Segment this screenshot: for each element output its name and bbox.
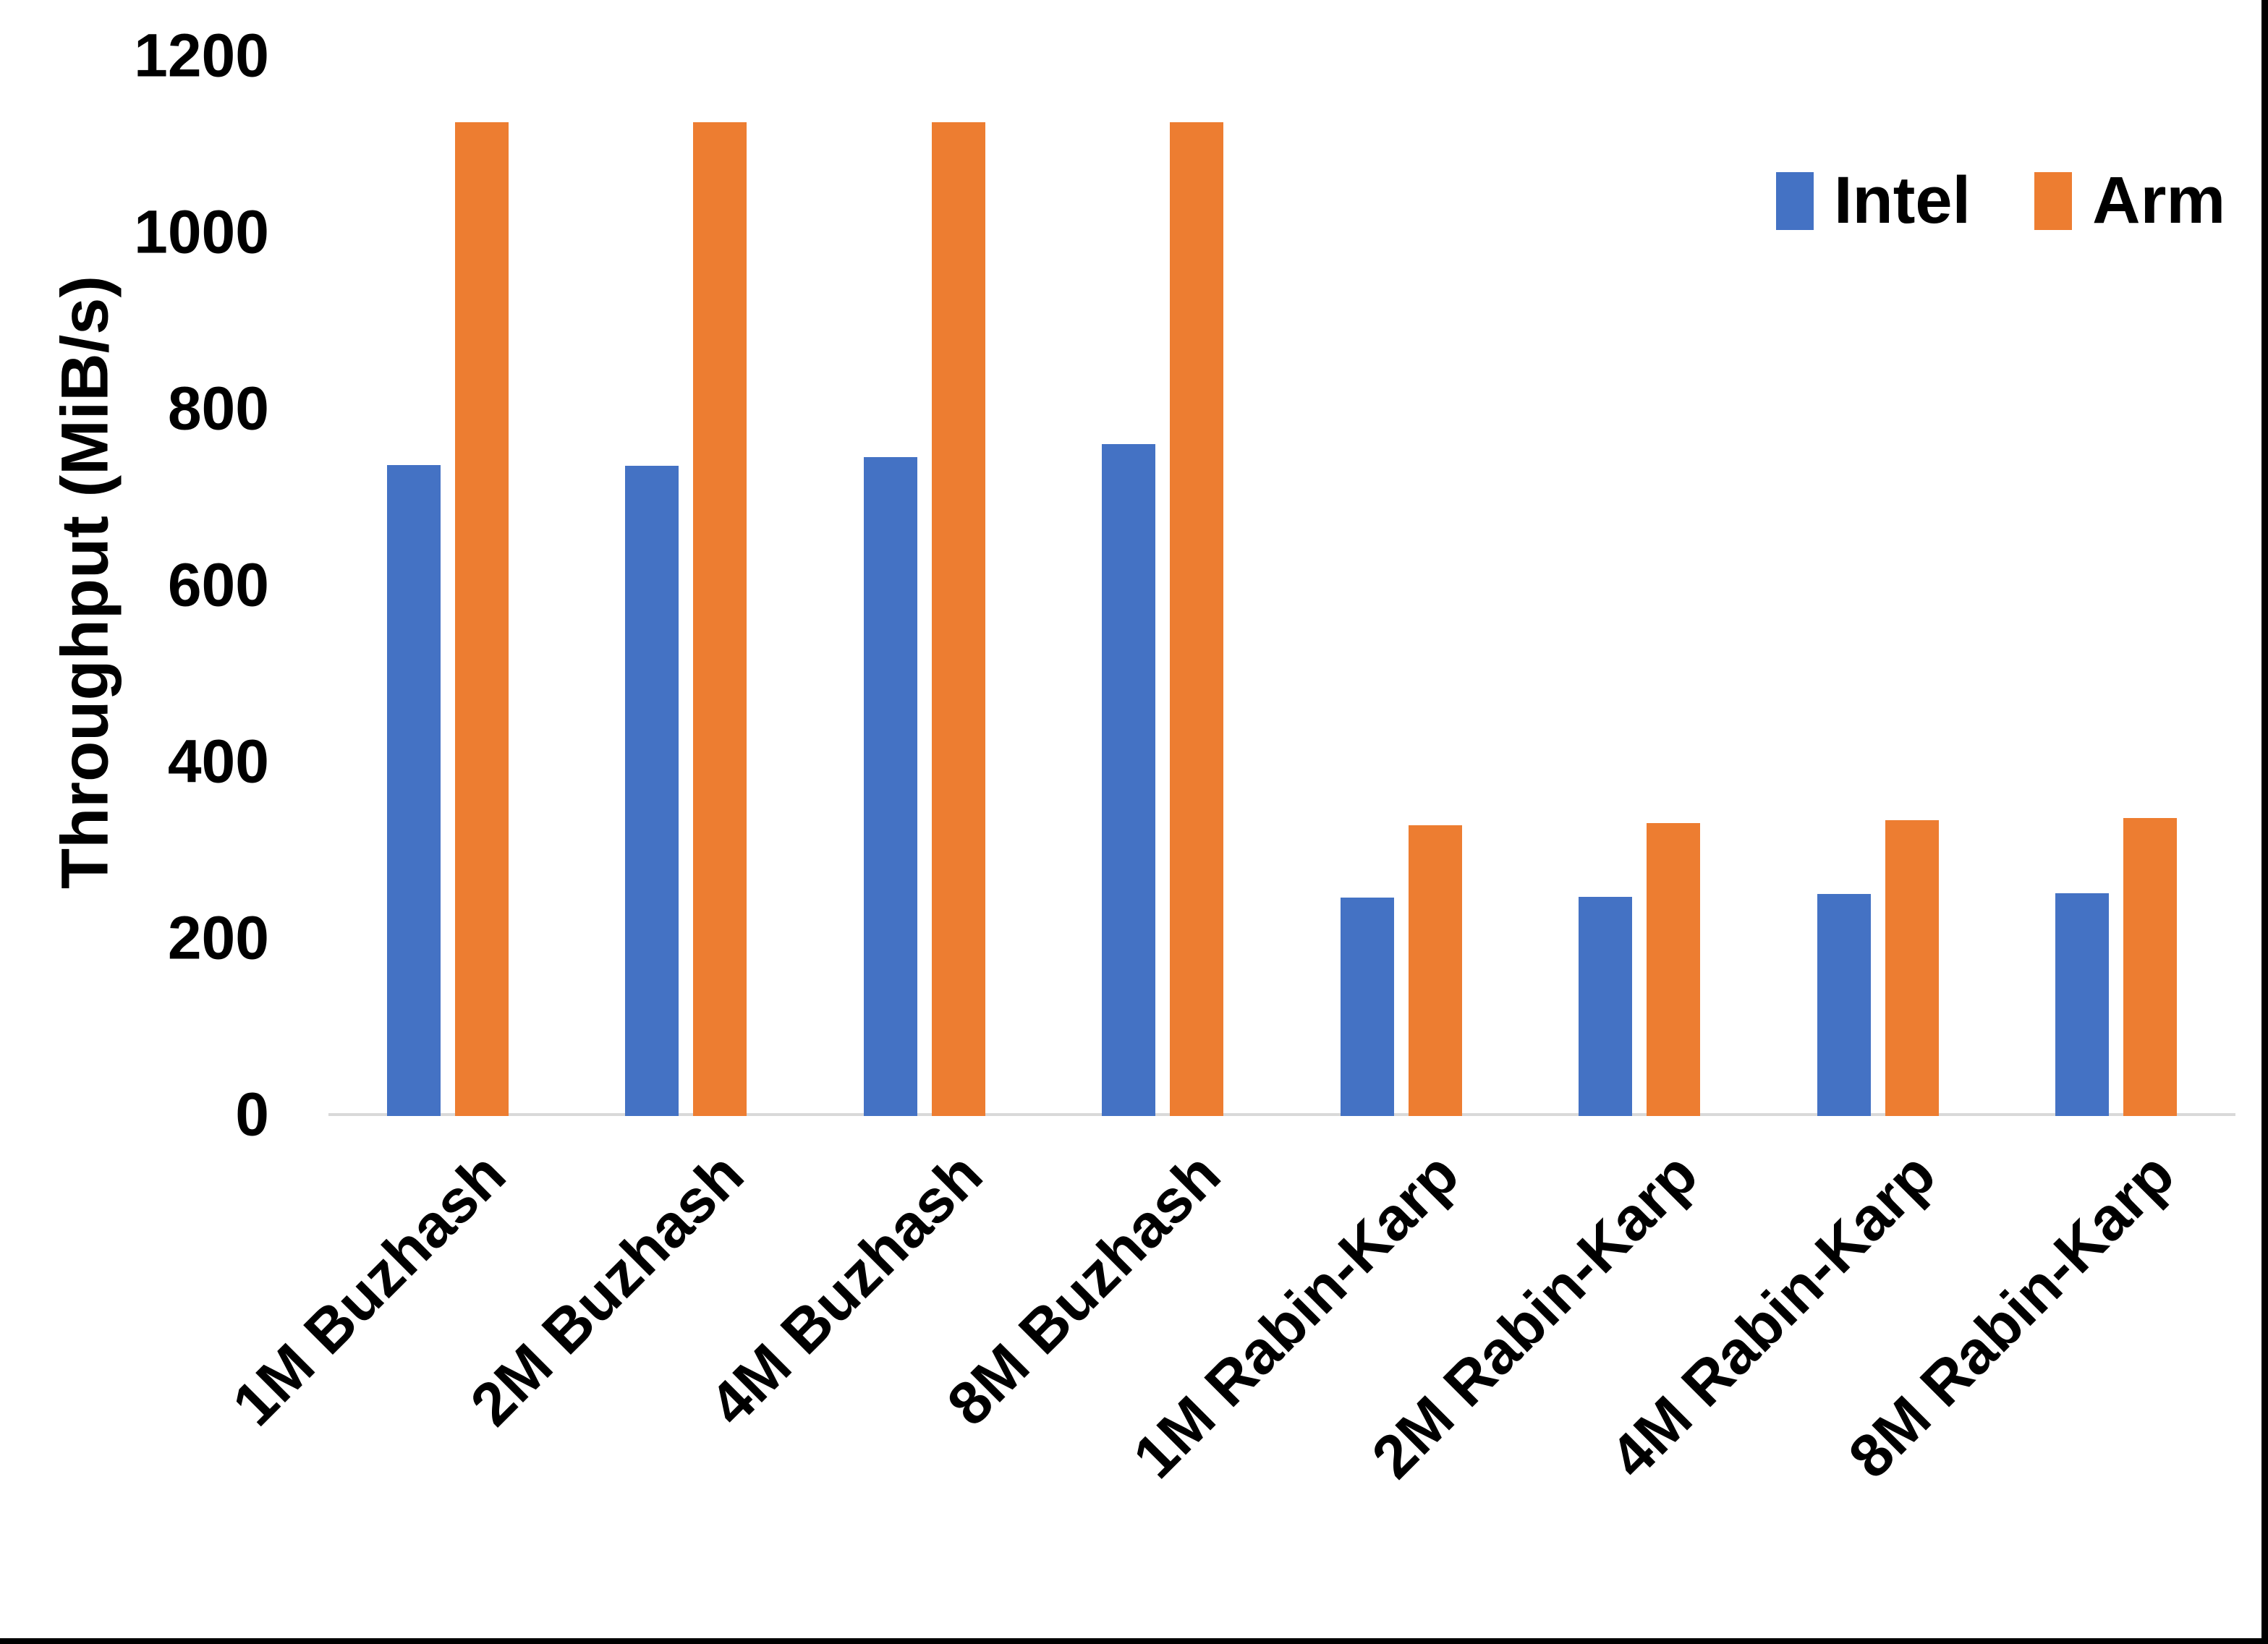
bar-arm-3: [931, 122, 985, 1116]
x-axis-line: [328, 1113, 2235, 1116]
bar-intel-3: [863, 457, 917, 1116]
legend-item-label: Intel: [1834, 163, 1971, 237]
y-axis-tick-label: 800: [167, 374, 269, 443]
bar-arm-5: [1408, 825, 1462, 1116]
legend-swatch-icon: [1776, 171, 1814, 230]
bar-arm-2: [693, 122, 747, 1116]
bar-arm-1: [454, 122, 509, 1116]
bar-arm-7: [1885, 819, 1939, 1116]
y-axis-tick-label: 0: [235, 1080, 269, 1149]
legend-item-intel: Intel: [1776, 163, 1971, 239]
bar-intel-5: [1340, 897, 1394, 1116]
legend-item-arm: Arm: [2034, 163, 2225, 239]
y-axis-tick-label: 400: [167, 727, 269, 796]
y-axis-tick-label: 200: [167, 903, 269, 972]
y-axis-tick-label: 1200: [134, 21, 269, 90]
right-border-line: [2261, 0, 2268, 1644]
bar-arm-6: [1647, 823, 1701, 1116]
y-axis-tick-label: 1000: [134, 197, 269, 266]
bar-intel-7: [1817, 894, 1871, 1116]
bar-intel-2: [625, 466, 679, 1116]
bar-intel-6: [1579, 896, 1633, 1116]
y-axis-tick-label: 600: [167, 550, 269, 619]
bar-arm-4: [1170, 122, 1224, 1116]
legend: Intel Arm: [1776, 163, 2225, 239]
legend-swatch-icon: [2034, 171, 2073, 230]
legend-item-label: Arm: [2092, 163, 2226, 237]
bar-intel-4: [1102, 443, 1156, 1116]
bottom-border-line: [0, 1638, 2268, 1644]
bar-arm-8: [2123, 818, 2178, 1116]
bar-intel-8: [2055, 893, 2110, 1116]
bar-intel-1: [386, 465, 441, 1116]
